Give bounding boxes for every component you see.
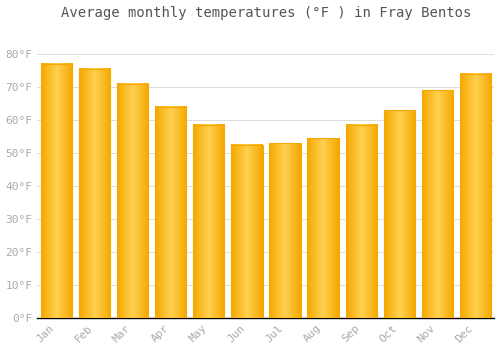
Bar xyxy=(79,69,110,318)
Bar xyxy=(232,145,262,318)
Bar xyxy=(41,64,72,318)
Bar xyxy=(422,90,453,318)
Bar xyxy=(193,125,224,318)
Bar xyxy=(308,138,338,318)
Bar xyxy=(460,74,491,318)
Bar xyxy=(270,143,300,318)
Bar xyxy=(346,125,377,318)
Bar xyxy=(460,74,491,318)
Title: Average monthly temperatures (°F ) in Fray Bentos: Average monthly temperatures (°F ) in Fr… xyxy=(60,6,471,20)
Bar xyxy=(79,69,110,318)
Bar xyxy=(384,110,415,318)
Bar xyxy=(155,107,186,318)
Bar xyxy=(117,84,148,318)
Bar xyxy=(232,145,262,318)
Bar xyxy=(346,125,377,318)
Bar xyxy=(41,64,72,318)
Bar xyxy=(193,125,224,318)
Bar xyxy=(155,107,186,318)
Bar xyxy=(308,138,338,318)
Bar xyxy=(422,90,453,318)
Bar xyxy=(384,110,415,318)
Bar xyxy=(117,84,148,318)
Bar xyxy=(270,143,300,318)
